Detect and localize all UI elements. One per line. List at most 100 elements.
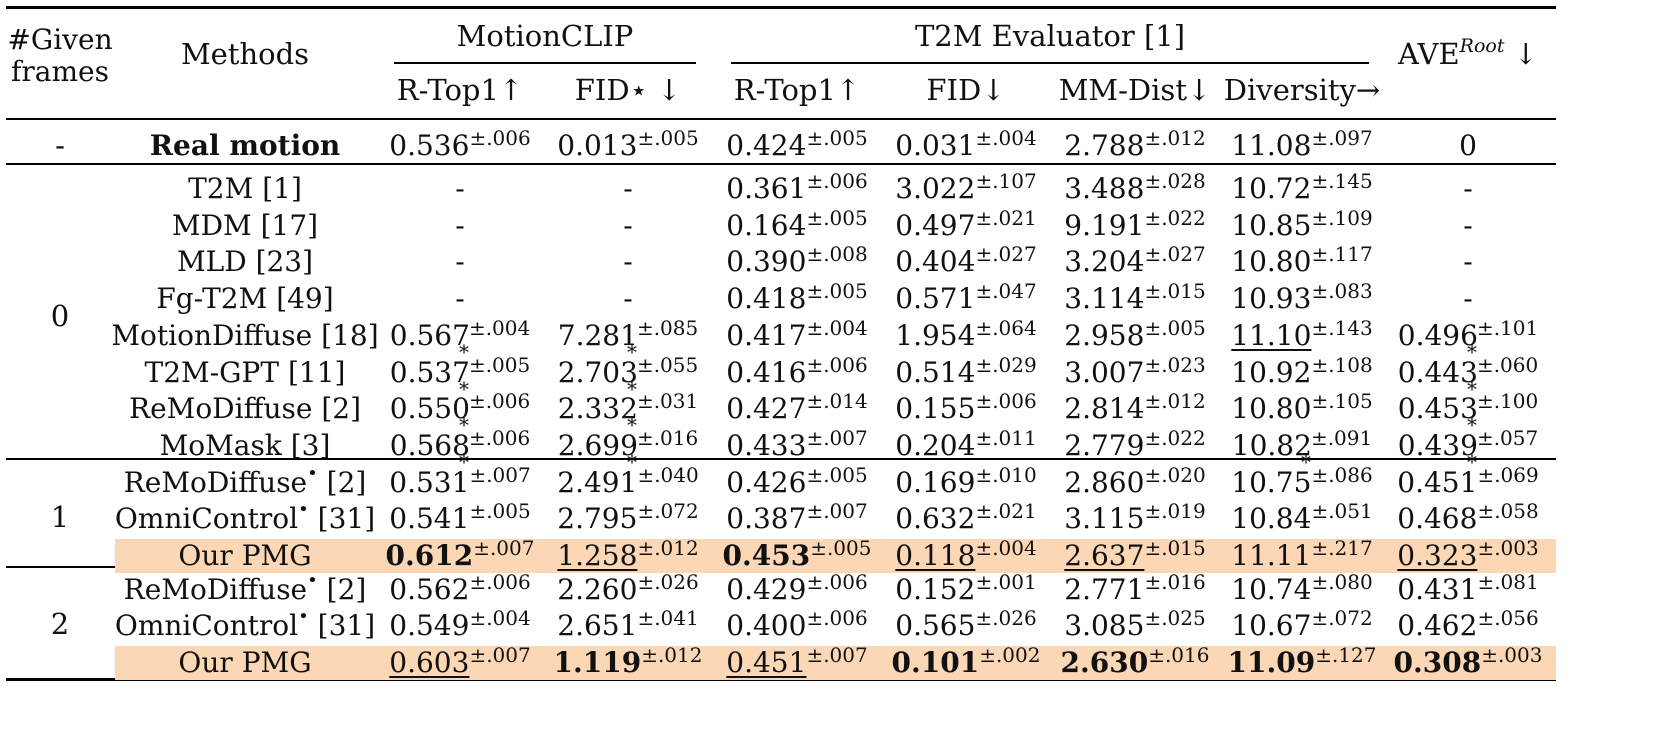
group-label: - <box>55 127 65 162</box>
table-cell: 0.387±.007 <box>726 499 868 536</box>
table-cell: 0.514±.029 <box>895 352 1037 389</box>
group-label: 0 <box>50 298 70 333</box>
table-cell: 10.82*±.091 <box>1231 425 1373 474</box>
table-cell: - <box>455 245 465 279</box>
table-cell: 0.433±.007 <box>726 425 868 462</box>
top-rule <box>6 6 1556 9</box>
table-cell: 10.67±.072 <box>1231 606 1373 643</box>
table-cell: 0.416±.006 <box>726 352 868 389</box>
group-label: 2 <box>50 607 70 642</box>
table-cell: 11.10±.143 <box>1231 315 1373 352</box>
table-cell: 0.550*±.006 <box>389 389 531 438</box>
table-cell: 0.155±.006 <box>895 389 1037 426</box>
table-cell: - <box>455 282 465 316</box>
table-cell: 0.426±.005 <box>726 463 868 499</box>
motionclip-cmidrule <box>394 62 696 64</box>
group-rule-1 <box>6 163 1556 165</box>
table-cell: 10.75±.086 <box>1231 463 1373 499</box>
table-cell: 2.771±.016 <box>1064 570 1206 606</box>
table-cell: 0.453±.005 <box>722 535 872 572</box>
highlight-row-bg <box>115 645 1556 680</box>
table-cell: 0.549±.004 <box>389 606 531 643</box>
table-cell: 0.424±.005 <box>726 126 868 162</box>
table-cell: 0.390±.008 <box>726 242 868 279</box>
table-cell: 0.568*±.006 <box>389 425 531 474</box>
table-cell: 3.115±.019 <box>1064 499 1206 536</box>
table-cell: 0.323±.003 <box>1397 535 1539 572</box>
table-cell: 0.427±.014 <box>726 389 868 426</box>
table-cell: 0.565±.026 <box>895 606 1037 643</box>
table-cell: 3.204±.027 <box>1064 242 1206 279</box>
table-cell: - <box>1463 245 1473 279</box>
method-name: MLD [23] <box>176 245 314 279</box>
method-name: T2M [1] <box>188 172 302 205</box>
table-cell: 0.152±.001 <box>895 570 1037 606</box>
table-cell: 2.651±.041 <box>557 606 699 643</box>
table-cell: 11.11±.217 <box>1231 535 1373 572</box>
table-cell: 10.84±.051 <box>1231 499 1373 536</box>
table-cell: 0.308±.003 <box>1393 642 1543 679</box>
method-name: MotionDiffuse [18] <box>111 318 379 352</box>
table-cell: - <box>623 208 633 242</box>
table-cell: 0.536±.006 <box>389 126 531 162</box>
group-rule-2 <box>6 458 1556 460</box>
method-name: ReMoDiffuse• [2] <box>123 463 367 499</box>
method-name: Fg-T2M [49] <box>156 282 334 316</box>
col-header-mc-fid: FID⋆ ↓ <box>574 73 682 107</box>
col-header-t2m-fid: FID↓ <box>926 73 1006 107</box>
ave-root-header: AVERoot ↓ <box>1398 35 1538 71</box>
table-cell: 11.09±.127 <box>1227 642 1377 679</box>
table-cell: 0.496*±.101 <box>1397 315 1539 364</box>
table-cell: 0 <box>1459 129 1477 162</box>
table-cell: 3.085±.025 <box>1064 606 1206 643</box>
table-cell: 0.013±.005 <box>557 126 699 162</box>
table-cell: 0.453*±.100 <box>1397 389 1539 438</box>
methods-header: Methods <box>180 37 310 71</box>
table-cell: 0.443*±.060 <box>1397 352 1539 401</box>
highlight-row-bg <box>115 538 1556 573</box>
table-cell: 0.101±.002 <box>891 642 1041 679</box>
table-cell: 10.93±.083 <box>1231 279 1373 316</box>
table-cell: - <box>623 282 633 316</box>
table-cell: 0.418±.005 <box>726 279 868 316</box>
table-cell: 2.779±.022 <box>1064 425 1206 462</box>
table-cell: 10.80±.105 <box>1231 389 1373 426</box>
table-cell: 3.022±.107 <box>895 169 1037 205</box>
table-cell: 10.74±.080 <box>1231 570 1373 606</box>
table-cell: 10.72±.145 <box>1231 169 1373 205</box>
table-cell: 2.699*±.016 <box>557 425 699 474</box>
header-rule <box>6 118 1556 120</box>
table-cell: 0.431±.081 <box>1397 570 1539 606</box>
method-name: OmniControl• [31] <box>114 499 376 536</box>
table-cell: 9.191±.022 <box>1064 205 1206 242</box>
table-cell: 1.258±.012 <box>557 535 699 572</box>
given-frames-header: #Given frames <box>7 23 113 89</box>
table-cell: 0.169±.010 <box>895 463 1037 499</box>
table-cell: 0.497±.021 <box>895 205 1037 242</box>
method-name: Our PMG <box>178 538 312 572</box>
table-cell: 0.537*±.005 <box>389 352 531 401</box>
table-cell: 7.281*±.085 <box>557 315 699 364</box>
method-name: ReMoDiffuse• [2] <box>123 570 367 606</box>
table-cell: 0.451±.007 <box>726 642 868 679</box>
col-header-mc-rtop1: R-Top1↑ <box>396 73 524 107</box>
table-cell: 0.531±.007 <box>389 463 531 499</box>
table-cell: 2.814±.012 <box>1064 389 1206 426</box>
table-cell: 0.164±.005 <box>726 205 868 242</box>
table-cell: 10.85±.109 <box>1231 205 1373 242</box>
t2m-cmidrule <box>731 62 1369 64</box>
table-cell: - <box>1463 208 1473 242</box>
table-cell: 2.860±.020 <box>1064 463 1206 499</box>
table-cell: 0.429±.006 <box>726 570 868 606</box>
table-cell: 2.703*±.055 <box>557 352 699 401</box>
table-cell: 0.439*±.057 <box>1397 425 1539 474</box>
table-cell: 0.400±.006 <box>726 606 868 643</box>
table-cell: 0.404±.027 <box>895 242 1037 279</box>
table-cell: 0.417±.004 <box>726 315 868 352</box>
table-cell: 0.462±.056 <box>1397 606 1539 643</box>
table-cell: 2.795±.072 <box>557 499 699 536</box>
method-name: MoMask [3] <box>159 428 331 462</box>
table-cell: 0.361±.006 <box>726 169 868 205</box>
table-cell: 2.630±.016 <box>1060 642 1210 679</box>
